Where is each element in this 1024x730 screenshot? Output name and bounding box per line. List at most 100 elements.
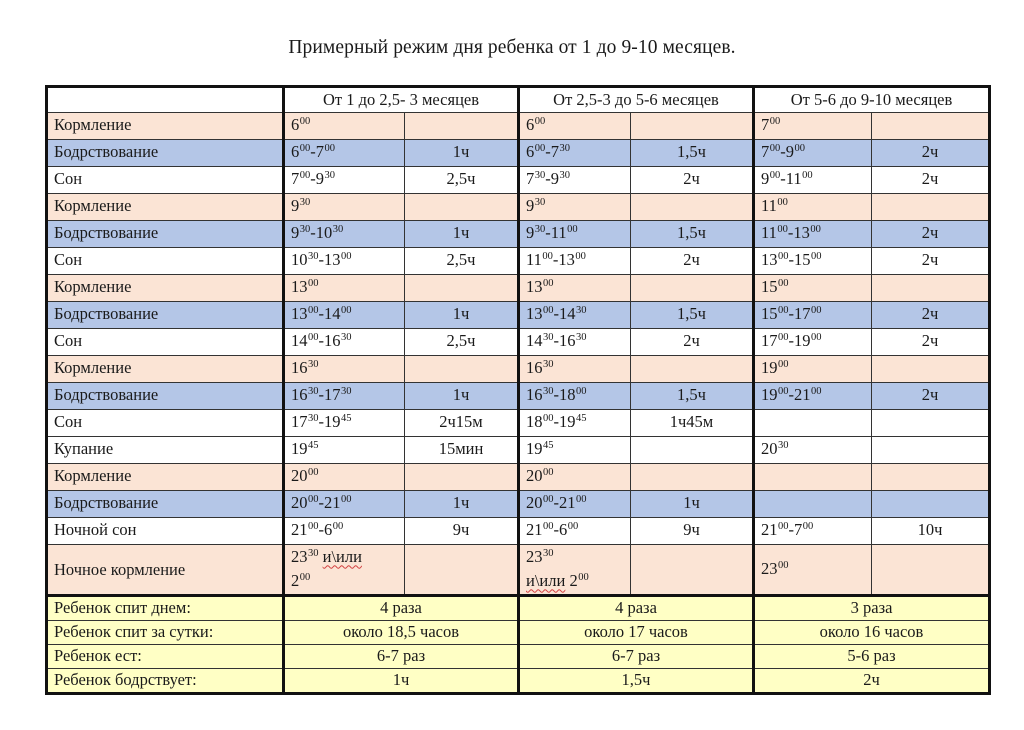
duration-cell — [404, 462, 519, 491]
time-cell: 2030 — [752, 435, 873, 464]
duration-cell: 2ч15м — [404, 408, 519, 437]
summary-value: 2ч — [752, 668, 991, 695]
duration-cell — [629, 192, 755, 221]
time-hour: 11 — [785, 168, 802, 188]
duration-cell — [404, 543, 519, 596]
duration-cell — [629, 435, 755, 464]
time-hour: 6 — [526, 141, 535, 161]
time-cell: 1700-1900 — [752, 327, 873, 356]
time-cell: 1630 — [517, 354, 631, 383]
summary-value: 3 раза — [752, 593, 991, 621]
time-minutes: 30 — [341, 385, 352, 397]
time-minutes: 30 — [341, 331, 352, 343]
connector-text: и\или — [526, 570, 566, 590]
time-minutes: 00 — [769, 169, 781, 181]
time-hour: 21 — [291, 519, 308, 539]
time-minutes: 30 — [543, 331, 554, 343]
time-minutes: 00 — [299, 571, 311, 583]
time-minutes: 00 — [802, 520, 814, 532]
time-dash: - — [553, 411, 560, 431]
schedule-row-night-feeding: Ночное кормление 2330 и\или 200 2330 и\или 2… — [46, 543, 991, 596]
summary-row: Ребенок ест: 6-7 раз 6-7 раз 5-6 раз — [46, 644, 991, 670]
time-minutes: 00 — [299, 142, 311, 154]
time-cell: 700 — [752, 111, 873, 140]
duration-cell: 1ч — [404, 489, 519, 518]
time-minutes: 30 — [308, 250, 319, 262]
duration-cell: 2ч — [871, 327, 991, 356]
time-cell: 1630 — [282, 354, 405, 383]
duration-cell: 2ч — [871, 246, 991, 275]
time-hour: 2 — [569, 570, 578, 590]
header-group-2: От 2,5-3 до 5-6 месяцев — [516, 86, 755, 113]
time-minutes: 00 — [299, 169, 311, 181]
time-cell: 930-1030 — [282, 219, 405, 248]
time-cell: 1945 — [517, 435, 631, 464]
time-minutes: 30 — [543, 385, 554, 397]
time-cell: 600 — [517, 111, 631, 140]
time-hour: 11 — [761, 222, 777, 242]
duration-cell: 1,5ч — [629, 381, 755, 410]
duration-cell — [404, 111, 519, 140]
time-minutes: 30 — [534, 196, 546, 208]
time-minutes: 30 — [576, 331, 587, 343]
time-hour: 10 — [291, 249, 308, 269]
schedule-row-sleep: Сон 1030-1300 2,5ч 1100-1300 2ч 1300-1500 2ч — [46, 246, 991, 275]
time-minutes: 00 — [543, 520, 554, 532]
summary-value: 4 раза — [516, 593, 755, 621]
time-hour: 16 — [291, 357, 308, 377]
time-hour: 13 — [526, 303, 543, 323]
duration-cell — [629, 354, 755, 383]
time-dash: - — [553, 384, 560, 404]
time-hour: 16 — [526, 357, 543, 377]
time-minutes: 00 — [777, 223, 788, 235]
time-hour: 6 — [526, 114, 535, 134]
time-minutes: 30 — [308, 547, 319, 559]
time-minutes: 00 — [778, 250, 789, 262]
time-hour: 17 — [291, 411, 308, 431]
time-hour: 9 — [526, 195, 535, 215]
time-dash: - — [553, 492, 560, 512]
time-cell: 2100-600 — [517, 516, 631, 545]
summary-value: 4 раза — [282, 593, 519, 621]
duration-cell: 1ч — [404, 138, 519, 167]
row-label: Сон — [46, 246, 284, 275]
time-minutes: 00 — [341, 304, 352, 316]
summary-row: Ребенок спит за сутки: около 18,5 часов ок… — [46, 619, 991, 646]
time-minutes: 00 — [778, 559, 789, 571]
schedule-row-bath: Купание 1945 15мин 1945 2030 — [46, 435, 991, 464]
time-hour: 11 — [761, 195, 777, 215]
schedule-row-sleep: Сон 1730-1945 2ч15м 1800-1945 1ч45м — [46, 408, 991, 437]
time-dash: - — [310, 168, 316, 188]
time-dash: - — [310, 222, 316, 242]
time-cell: 1630-1800 — [517, 381, 631, 410]
duration-cell — [871, 111, 991, 140]
time-cell: 2000 — [517, 462, 631, 491]
schedule-row-wake: Бодрствование 2000-2100 1ч 2000-2100 1ч — [46, 489, 991, 518]
time-minutes: 00 — [778, 331, 789, 343]
time-hour: 13 — [761, 249, 778, 269]
duration-cell: 2ч — [629, 246, 755, 275]
time-dash: - — [310, 141, 316, 161]
time-minutes: 00 — [308, 277, 319, 289]
time-hour: 7 — [291, 168, 300, 188]
time-cell: 1630-1730 — [282, 381, 405, 410]
duration-cell — [629, 111, 755, 140]
summary-value: около 16 часов — [752, 619, 991, 646]
time-cell: 600-700 — [282, 138, 405, 167]
time-minutes: 00 — [769, 115, 781, 127]
time-minutes: 00 — [567, 520, 579, 532]
time-hour: 18 — [526, 411, 543, 431]
time-hour: 16 — [559, 330, 576, 350]
time-cell: 600 — [282, 111, 405, 140]
time-minutes: 00 — [543, 412, 554, 424]
time-minutes: 00 — [578, 571, 589, 583]
time-hour: 9 — [785, 141, 795, 161]
time-hour: 9 — [291, 195, 300, 215]
schedule-row-wake: Бодрствование 600-700 1ч 600-730 1,5ч 700-900… — [46, 138, 991, 167]
time-minutes: 30 — [308, 412, 319, 424]
time-minutes: 30 — [324, 169, 336, 181]
time-minutes: 30 — [559, 142, 571, 154]
duration-cell: 2,5ч — [404, 327, 519, 356]
time-hour: 6 — [559, 519, 568, 539]
time-hour: 7 — [315, 141, 324, 161]
